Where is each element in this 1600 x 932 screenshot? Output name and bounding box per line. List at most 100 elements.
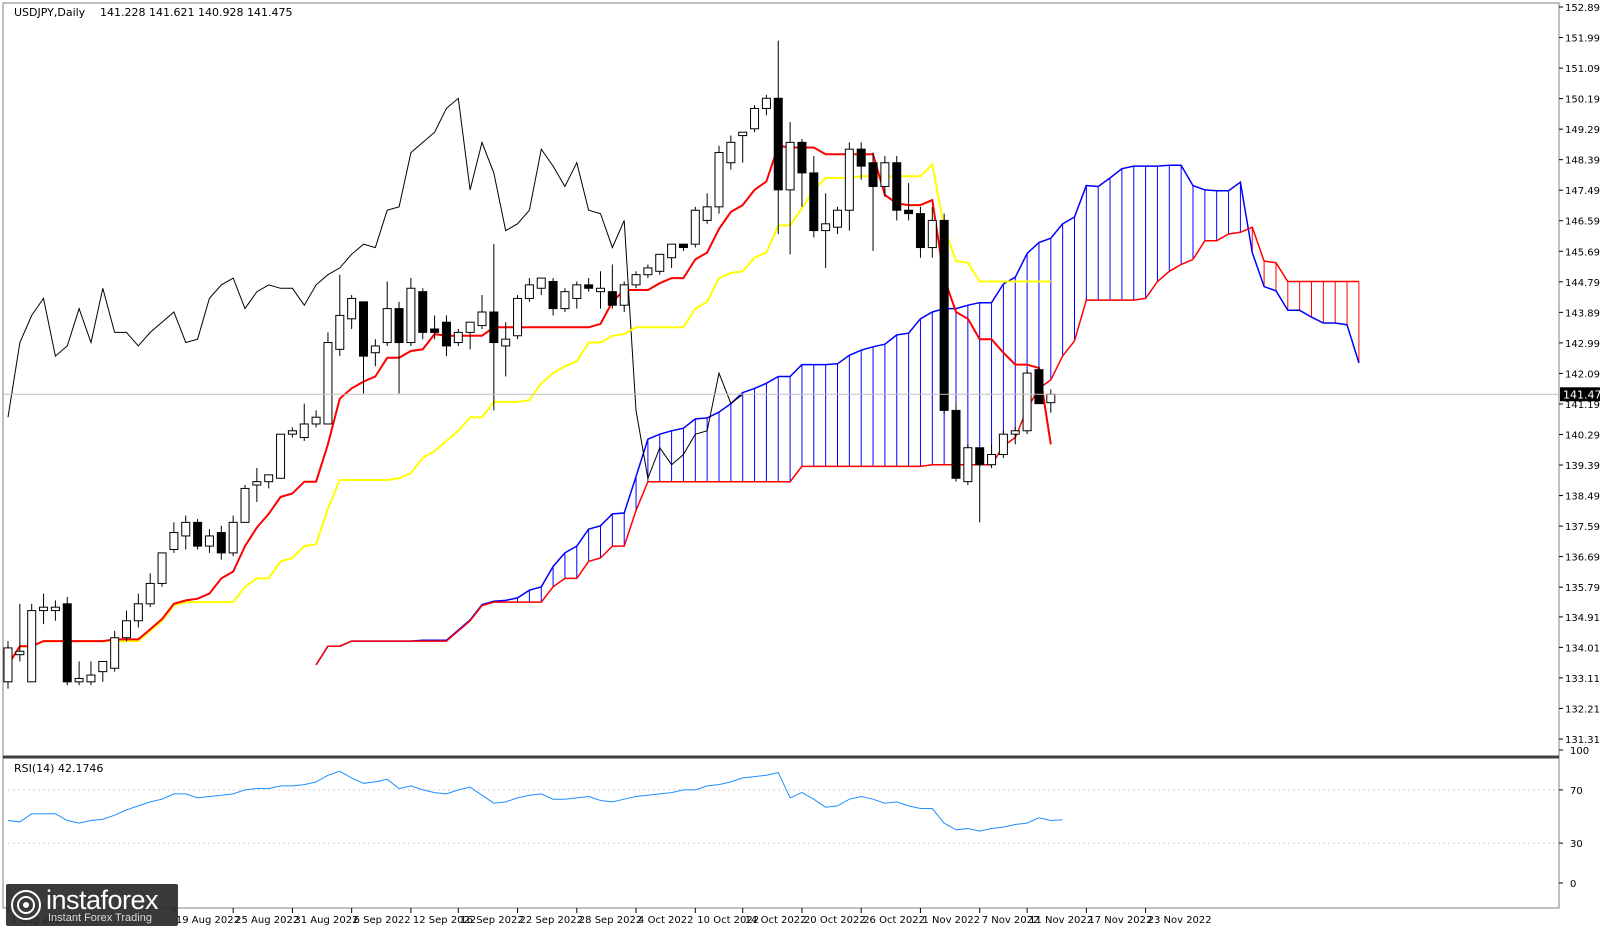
price-tick-label: 137.590 — [1565, 522, 1600, 533]
candle-body — [477, 311, 487, 327]
candle-body — [50, 606, 60, 612]
time-tick-label: 1 Nov 2022 — [922, 915, 980, 926]
time-tick-label: 17 Nov 2022 — [1088, 915, 1152, 926]
senkou-span-b-line — [315, 226, 1359, 666]
candle-body — [904, 209, 914, 215]
time-tick-label: 22 Sep 2022 — [520, 915, 583, 926]
candle-body — [596, 287, 605, 293]
candle-body — [607, 291, 617, 306]
candle-body — [667, 243, 677, 259]
candle-body — [62, 603, 72, 683]
price-tick-label: 133.115 — [1565, 674, 1600, 685]
candle-body — [678, 243, 688, 249]
time-tick-label: 12 Sep 2022 — [413, 915, 476, 926]
candle-body — [157, 552, 167, 584]
price-tick-label: 131.315 — [1565, 735, 1600, 746]
candle-body — [1022, 372, 1032, 432]
symbol-title: USDJPY,Daily — [14, 6, 86, 19]
candle-body — [1046, 393, 1056, 404]
candle-body — [821, 223, 831, 232]
rsi-tick-label: 30 — [1570, 839, 1583, 850]
candle-body — [513, 297, 523, 337]
time-tick-label: 6 Sep 2022 — [354, 915, 411, 926]
candle-body — [844, 148, 854, 211]
price-tick-label: 141.190 — [1565, 400, 1600, 411]
candle-body — [287, 430, 297, 435]
candle-body — [501, 338, 511, 347]
candle-body — [311, 416, 321, 425]
candle-body — [714, 152, 724, 208]
candle-body — [276, 433, 286, 479]
price-tick-label: 138.490 — [1565, 492, 1600, 503]
candle-body — [98, 660, 108, 673]
candle-body — [892, 162, 902, 211]
candle-body — [252, 481, 262, 486]
candle-body — [216, 532, 226, 554]
candle-body — [145, 582, 155, 605]
price-tick-label: 145.690 — [1565, 247, 1600, 258]
candle-body — [951, 409, 961, 479]
candle-body — [560, 291, 570, 310]
candle-body — [738, 131, 748, 137]
candle-body — [998, 433, 1008, 456]
chikou-span-line — [7, 97, 744, 481]
price-tick-label: 149.290 — [1565, 125, 1600, 136]
price-tick-label: 152.890 — [1565, 3, 1600, 14]
time-tick-label: 7 Nov 2022 — [982, 915, 1040, 926]
time-tick-label: 19 Aug 2022 — [176, 915, 240, 926]
candle-body — [489, 311, 499, 344]
candle-body — [655, 253, 665, 272]
candle-body — [39, 606, 49, 612]
time-tick-label: 4 Oct 2022 — [638, 915, 693, 926]
candle-body — [394, 308, 404, 344]
candle-body — [406, 287, 416, 344]
candle-body — [584, 284, 594, 289]
price-tick-label: 132.215 — [1565, 704, 1600, 715]
rsi-line — [7, 770, 1063, 832]
candle-body — [987, 454, 997, 466]
candle-body — [833, 209, 842, 228]
time-tick-label: 28 Sep 2022 — [579, 915, 642, 926]
candle-body — [133, 603, 143, 622]
price-tick-label: 142.990 — [1565, 339, 1600, 350]
price-tick-label: 146.590 — [1565, 217, 1600, 228]
candle-body — [963, 447, 973, 483]
candle-body — [359, 301, 368, 357]
candle-body — [856, 148, 866, 167]
candle-body — [643, 267, 653, 276]
candle-body — [441, 321, 451, 347]
ohlc-header: 141.228 141.621 140.928 141.475 — [100, 6, 292, 19]
candle-body — [868, 162, 878, 187]
candle-body — [122, 620, 131, 639]
candle-body — [453, 331, 463, 344]
candle-body — [773, 97, 783, 191]
price-tick-label: 144.790 — [1565, 278, 1600, 289]
candle-body — [240, 487, 250, 523]
candle-body — [1010, 430, 1020, 435]
price-tick-label: 148.390 — [1565, 156, 1600, 167]
time-tick-label: 26 Oct 2022 — [863, 915, 925, 926]
senkou-span-a-line — [315, 164, 1360, 666]
candle-body — [880, 162, 890, 187]
time-tick-label: 31 Aug 2022 — [294, 915, 358, 926]
candle-body — [785, 141, 795, 191]
instaforex-watermark: instaforex Instant Forex Trading — [6, 884, 178, 926]
candle-body — [524, 284, 534, 299]
candle-body — [1034, 369, 1044, 405]
candle-body — [193, 521, 203, 547]
rsi-axis: 100 70 30 0 — [1559, 746, 1589, 890]
last-price-tag-text: 141.475 — [1563, 388, 1600, 401]
watermark-brand: instaforex — [46, 885, 159, 915]
watermark-tagline: Instant Forex Trading — [48, 912, 152, 924]
candle-body — [181, 521, 191, 537]
rsi-tick-label: 100 — [1570, 746, 1589, 757]
rsi-title: RSI(14) 42.1746 — [14, 762, 103, 775]
price-tick-label: 151.990 — [1565, 34, 1600, 45]
candle-body — [15, 650, 25, 656]
candlestick-series — [3, 40, 1056, 689]
candle-body — [975, 447, 985, 466]
instaforex-logo-icon — [11, 890, 41, 920]
candle-body — [299, 423, 309, 439]
